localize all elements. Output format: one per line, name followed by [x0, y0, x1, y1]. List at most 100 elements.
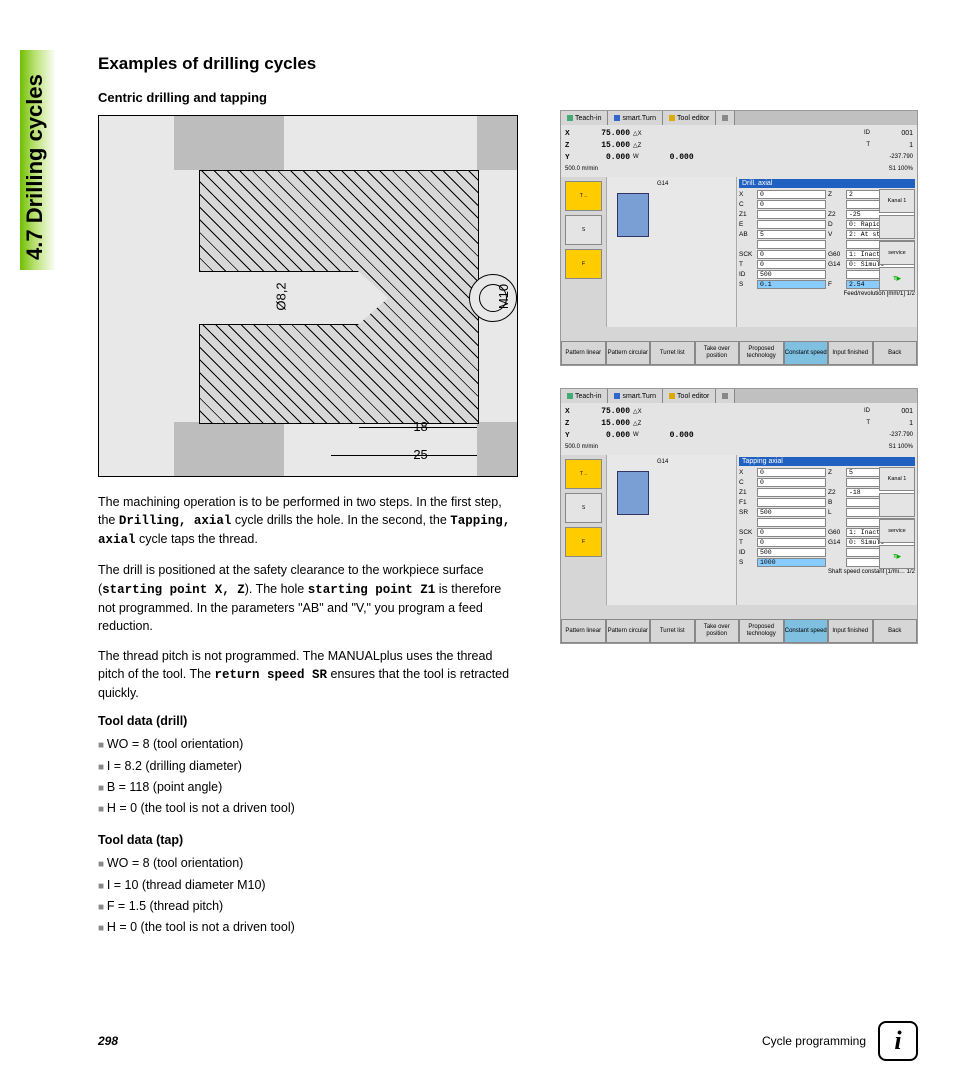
field-label: T	[739, 261, 755, 268]
ss-tabs: Teach-in smart.Turn Tool editor	[561, 389, 917, 403]
proposed-tech-button[interactable]: Proposed technology	[739, 619, 784, 643]
field-value[interactable]	[757, 220, 826, 229]
field-value[interactable]: 500	[757, 270, 826, 279]
coord-id-label: ID	[864, 408, 870, 414]
t-arrow-button[interactable]: T▶	[879, 545, 915, 569]
field-value[interactable]: 0	[757, 528, 826, 537]
s1-pct: S1 100%	[889, 444, 913, 450]
field-value[interactable]: 1000	[757, 558, 826, 567]
field-value[interactable]: 0	[757, 260, 826, 269]
pattern-circular-button[interactable]: Pattern circular	[606, 341, 651, 365]
coord-w-label: W	[633, 154, 639, 160]
p2m1: starting point X, Z	[102, 583, 245, 597]
field-label: C	[739, 201, 755, 208]
field-label: C	[739, 479, 755, 486]
tab-label: Tool editor	[677, 115, 709, 122]
coord-y-value: 0.000	[578, 153, 630, 162]
takeover-button[interactable]: Take over position	[695, 619, 740, 643]
service-button[interactable]: service	[879, 241, 915, 265]
field-value[interactable]: 500	[757, 508, 826, 517]
coord-row-spindle: 500.0 m/minS1 100%	[565, 163, 913, 175]
field-value[interactable]: 0	[757, 200, 826, 209]
ss-graphic: G14	[607, 177, 737, 327]
coord-z-label: Z	[565, 142, 575, 149]
constant-speed-button[interactable]: Constant speed	[784, 341, 829, 365]
blank-button[interactable]	[879, 493, 915, 517]
field-label: E	[739, 221, 755, 228]
dim-diameter-82: Ø8,2	[274, 282, 289, 310]
tab-teachin[interactable]: Teach-in	[561, 389, 608, 403]
proposed-tech-button[interactable]: Proposed technology	[739, 341, 784, 365]
spindle-button[interactable]: S	[565, 493, 602, 523]
field-label: F	[828, 281, 844, 288]
field-value[interactable]	[757, 498, 826, 507]
field-value[interactable]: 5	[757, 230, 826, 239]
t-arrow-button[interactable]: T▶	[879, 267, 915, 291]
tab-smartturn[interactable]: smart.Turn	[608, 111, 663, 125]
field-value[interactable]	[757, 210, 826, 219]
field-value[interactable]: 0	[757, 250, 826, 259]
field-value[interactable]	[757, 488, 826, 497]
back-button[interactable]: Back	[873, 341, 918, 365]
field-label: L	[828, 509, 844, 516]
tab-empty[interactable]	[716, 389, 735, 403]
page-footer: 298 Cycle programming i	[98, 1021, 918, 1061]
tab-empty[interactable]	[716, 111, 735, 125]
tab-label: smart.Turn	[622, 393, 656, 400]
field-value[interactable]: 0	[757, 190, 826, 199]
feed-button[interactable]: F	[565, 527, 602, 557]
takeover-button[interactable]: Take over position	[695, 341, 740, 365]
graphic-workpiece	[617, 193, 649, 237]
field-value[interactable]	[757, 240, 826, 249]
tool-button[interactable]: T ..	[565, 181, 602, 211]
back-button[interactable]: Back	[873, 619, 918, 643]
field-value[interactable]: 0	[757, 468, 826, 477]
field-label: Z2	[828, 211, 844, 218]
coord-row-x: X75.000△XID001	[565, 405, 913, 417]
tap-heading: Tool data (tap)	[98, 833, 518, 847]
input-finished-button[interactable]: Input finished	[828, 341, 873, 365]
field-value[interactable]	[757, 518, 826, 527]
field-value[interactable]: 0	[757, 478, 826, 487]
diagram-chuck-tl	[174, 116, 284, 170]
tab-tooleditor[interactable]: Tool editor	[663, 389, 716, 403]
coord-row-x: X75.000△XID001	[565, 127, 913, 139]
turret-list-button[interactable]: Turret list	[650, 341, 695, 365]
field-label: G14	[828, 539, 844, 546]
ss-mid: T .. S F G14 Tapping axial X0Z5C0Z1Z2-18…	[561, 455, 917, 605]
drill-item: B = 118 (point angle)	[98, 777, 518, 798]
paragraph-1: The machining operation is to be perform…	[98, 493, 518, 549]
coord-z-value: 15.000	[578, 141, 630, 150]
constant-speed-button[interactable]: Constant speed	[784, 619, 829, 643]
pattern-circular-button[interactable]: Pattern circular	[606, 619, 651, 643]
coord-dz: △Z	[633, 420, 641, 427]
tab-teachin[interactable]: Teach-in	[561, 111, 608, 125]
kanal-button[interactable]: Kanal 1	[879, 189, 915, 213]
field-label: G60	[828, 529, 844, 536]
tab-tooleditor[interactable]: Tool editor	[663, 111, 716, 125]
footer-title: Cycle programming	[762, 1034, 866, 1048]
coord-z-label: Z	[565, 420, 575, 427]
field-value[interactable]: 0.1	[757, 280, 826, 289]
pattern-linear-button[interactable]: Pattern linear	[561, 341, 606, 365]
kanal-button[interactable]: Kanal 1	[879, 467, 915, 491]
tool-button[interactable]: T ..	[565, 459, 602, 489]
blank-button[interactable]	[879, 215, 915, 239]
p1c: cycle taps the thread.	[136, 532, 258, 546]
field-label: B	[828, 499, 844, 506]
service-button[interactable]: service	[879, 519, 915, 543]
coord-id-label: ID	[864, 130, 870, 136]
tap-item: I = 10 (thread diameter M10)	[98, 875, 518, 896]
graphic-g14: G14	[657, 459, 668, 465]
spindle-button[interactable]: S	[565, 215, 602, 245]
input-finished-button[interactable]: Input finished	[828, 619, 873, 643]
tab-smartturn[interactable]: smart.Turn	[608, 389, 663, 403]
pattern-linear-button[interactable]: Pattern linear	[561, 619, 606, 643]
tab-label: Tool editor	[677, 393, 709, 400]
turret-list-button[interactable]: Turret list	[650, 619, 695, 643]
coord-y-value: 0.000	[578, 431, 630, 440]
field-value[interactable]: 0	[757, 538, 826, 547]
feed-button[interactable]: F	[565, 249, 602, 279]
field-label: SCK	[739, 251, 755, 258]
field-value[interactable]: 500	[757, 548, 826, 557]
